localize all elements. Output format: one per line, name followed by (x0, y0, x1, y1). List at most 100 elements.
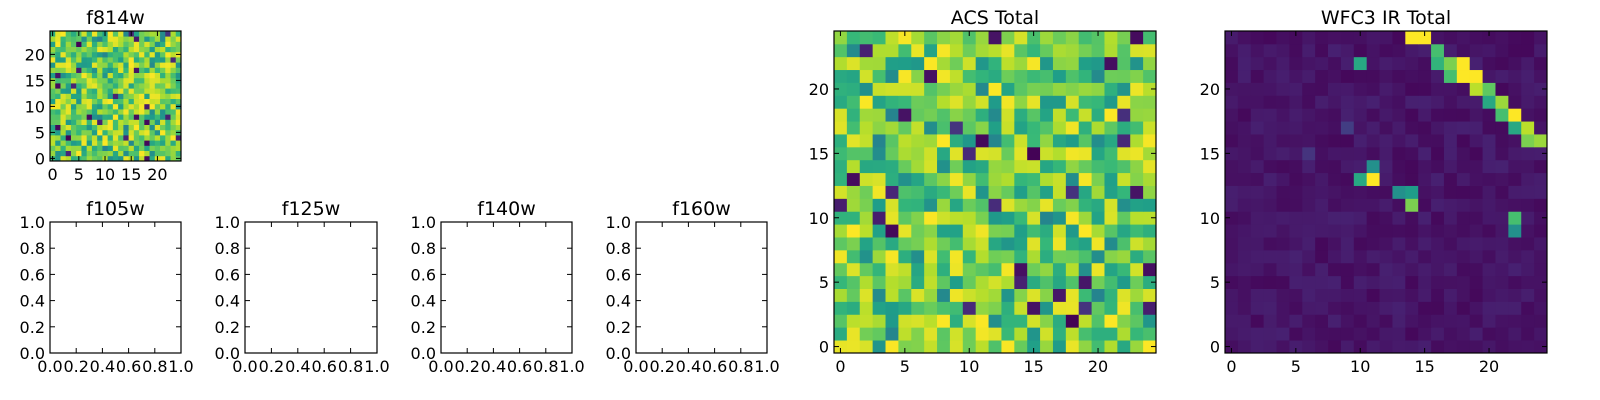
heatmap-cell (70, 129, 77, 136)
heatmap-cell (1405, 95, 1419, 109)
heatmap-cell (924, 198, 938, 212)
heatmap-cell (846, 314, 861, 328)
heatmap-cell (1143, 43, 1157, 58)
heatmap-cell (1482, 108, 1496, 122)
heatmap-cell (962, 275, 977, 289)
heatmap-cell (1052, 146, 1067, 161)
heatmap-cell (128, 109, 135, 115)
heatmap-cell (133, 109, 140, 115)
heatmap-cell (1001, 146, 1015, 161)
y-tick-label: 0.2 (606, 318, 631, 337)
heatmap-cell (1431, 211, 1445, 225)
heatmap-cell (859, 108, 874, 122)
heatmap-cell (55, 135, 61, 141)
heatmap-cell (128, 140, 135, 146)
heatmap-cell (86, 155, 93, 162)
heatmap-cell (139, 41, 145, 47)
heatmap-cell (1431, 288, 1445, 302)
heatmap-cell (1418, 340, 1432, 354)
heatmap-cell (846, 31, 861, 45)
heatmap-cell (872, 121, 886, 135)
heatmap-cell (1130, 172, 1144, 186)
heatmap-cell (139, 140, 145, 146)
heatmap-cell (1263, 314, 1277, 328)
heatmap-cell (846, 56, 861, 71)
heatmap-cell (1469, 275, 1483, 289)
y-tick-label: 10 (25, 97, 45, 116)
heatmap-cell (1065, 95, 1080, 109)
heatmap-cell (1302, 301, 1316, 315)
heatmap-cell (1431, 82, 1445, 96)
heatmap-cell (86, 51, 93, 58)
heatmap-cell (859, 95, 874, 109)
heatmap-cell (1328, 288, 1342, 302)
heatmap-cell (60, 83, 67, 89)
heatmap-cell (139, 31, 145, 37)
heatmap-cell (962, 95, 977, 109)
heatmap-cell (1065, 249, 1080, 264)
heatmap-cell (924, 249, 938, 264)
heatmap-cell (1250, 301, 1265, 315)
heatmap-cell (975, 134, 989, 148)
heatmap-cell (170, 155, 177, 162)
heatmap-cell (988, 314, 1002, 328)
heatmap-cell (924, 43, 938, 58)
heatmap-cell (1276, 172, 1290, 186)
heatmap-cell (175, 114, 182, 120)
heatmap-cell (139, 150, 145, 157)
heatmap-cell (1482, 95, 1496, 109)
heatmap-cell (1014, 249, 1028, 264)
heatmap-cell (1431, 340, 1445, 354)
heatmap-cell (160, 103, 166, 110)
heatmap-cell (1340, 262, 1355, 277)
heatmap-cell (1065, 262, 1080, 277)
heatmap-cell (911, 237, 925, 251)
heatmap-cell (50, 88, 56, 94)
heatmap-cell (133, 31, 140, 37)
heatmap-cell (175, 67, 182, 73)
heatmap-cell (1469, 198, 1483, 212)
heatmap-cell (118, 51, 124, 58)
heatmap-cell (70, 155, 77, 162)
heatmap-cell (86, 150, 93, 157)
heatmap-cell (70, 150, 77, 157)
heatmap-cell (91, 129, 98, 136)
heatmap-cell (97, 62, 103, 68)
heatmap-cell (70, 119, 77, 125)
heatmap-cell (872, 134, 886, 148)
heatmap-cell (1143, 249, 1157, 264)
heatmap-cell (1456, 121, 1471, 135)
heatmap-cell (1237, 198, 1252, 212)
heatmap-cell (60, 124, 67, 131)
y-tick-label: 0.4 (606, 292, 631, 311)
heatmap-cell (1104, 340, 1118, 354)
heatmap-cell (154, 140, 161, 146)
heatmap-cell (975, 56, 989, 71)
heatmap-cell (107, 129, 114, 136)
heatmap-cell (911, 340, 925, 354)
heatmap-cell (962, 224, 977, 238)
heatmap-cell (1508, 237, 1522, 251)
heatmap-cell (1263, 95, 1277, 109)
heatmap-cell (1392, 134, 1406, 148)
heatmap-cell (1315, 198, 1329, 212)
heatmap-cell (1078, 56, 1092, 71)
heatmap-cell (1065, 69, 1080, 83)
x-tick-label: 1.0 (168, 357, 193, 376)
heatmap-cell (55, 31, 61, 37)
heatmap-cell (86, 57, 93, 63)
y-tick-label: 0.6 (215, 265, 240, 284)
heatmap-cell (937, 108, 951, 122)
heatmap-cell (1276, 31, 1290, 45)
heatmap-cell (1328, 224, 1342, 238)
heatmap-cell (50, 67, 56, 73)
heatmap-cell (1225, 237, 1239, 251)
heatmap-cell (107, 135, 114, 141)
heatmap-cell (60, 46, 67, 53)
heatmap-cell (1040, 134, 1054, 148)
heatmap-cell (1040, 288, 1054, 302)
heatmap-cell (1225, 185, 1239, 199)
heatmap-cell (50, 36, 56, 42)
heatmap-cell (1130, 159, 1144, 174)
heatmap-cell (1143, 31, 1157, 45)
